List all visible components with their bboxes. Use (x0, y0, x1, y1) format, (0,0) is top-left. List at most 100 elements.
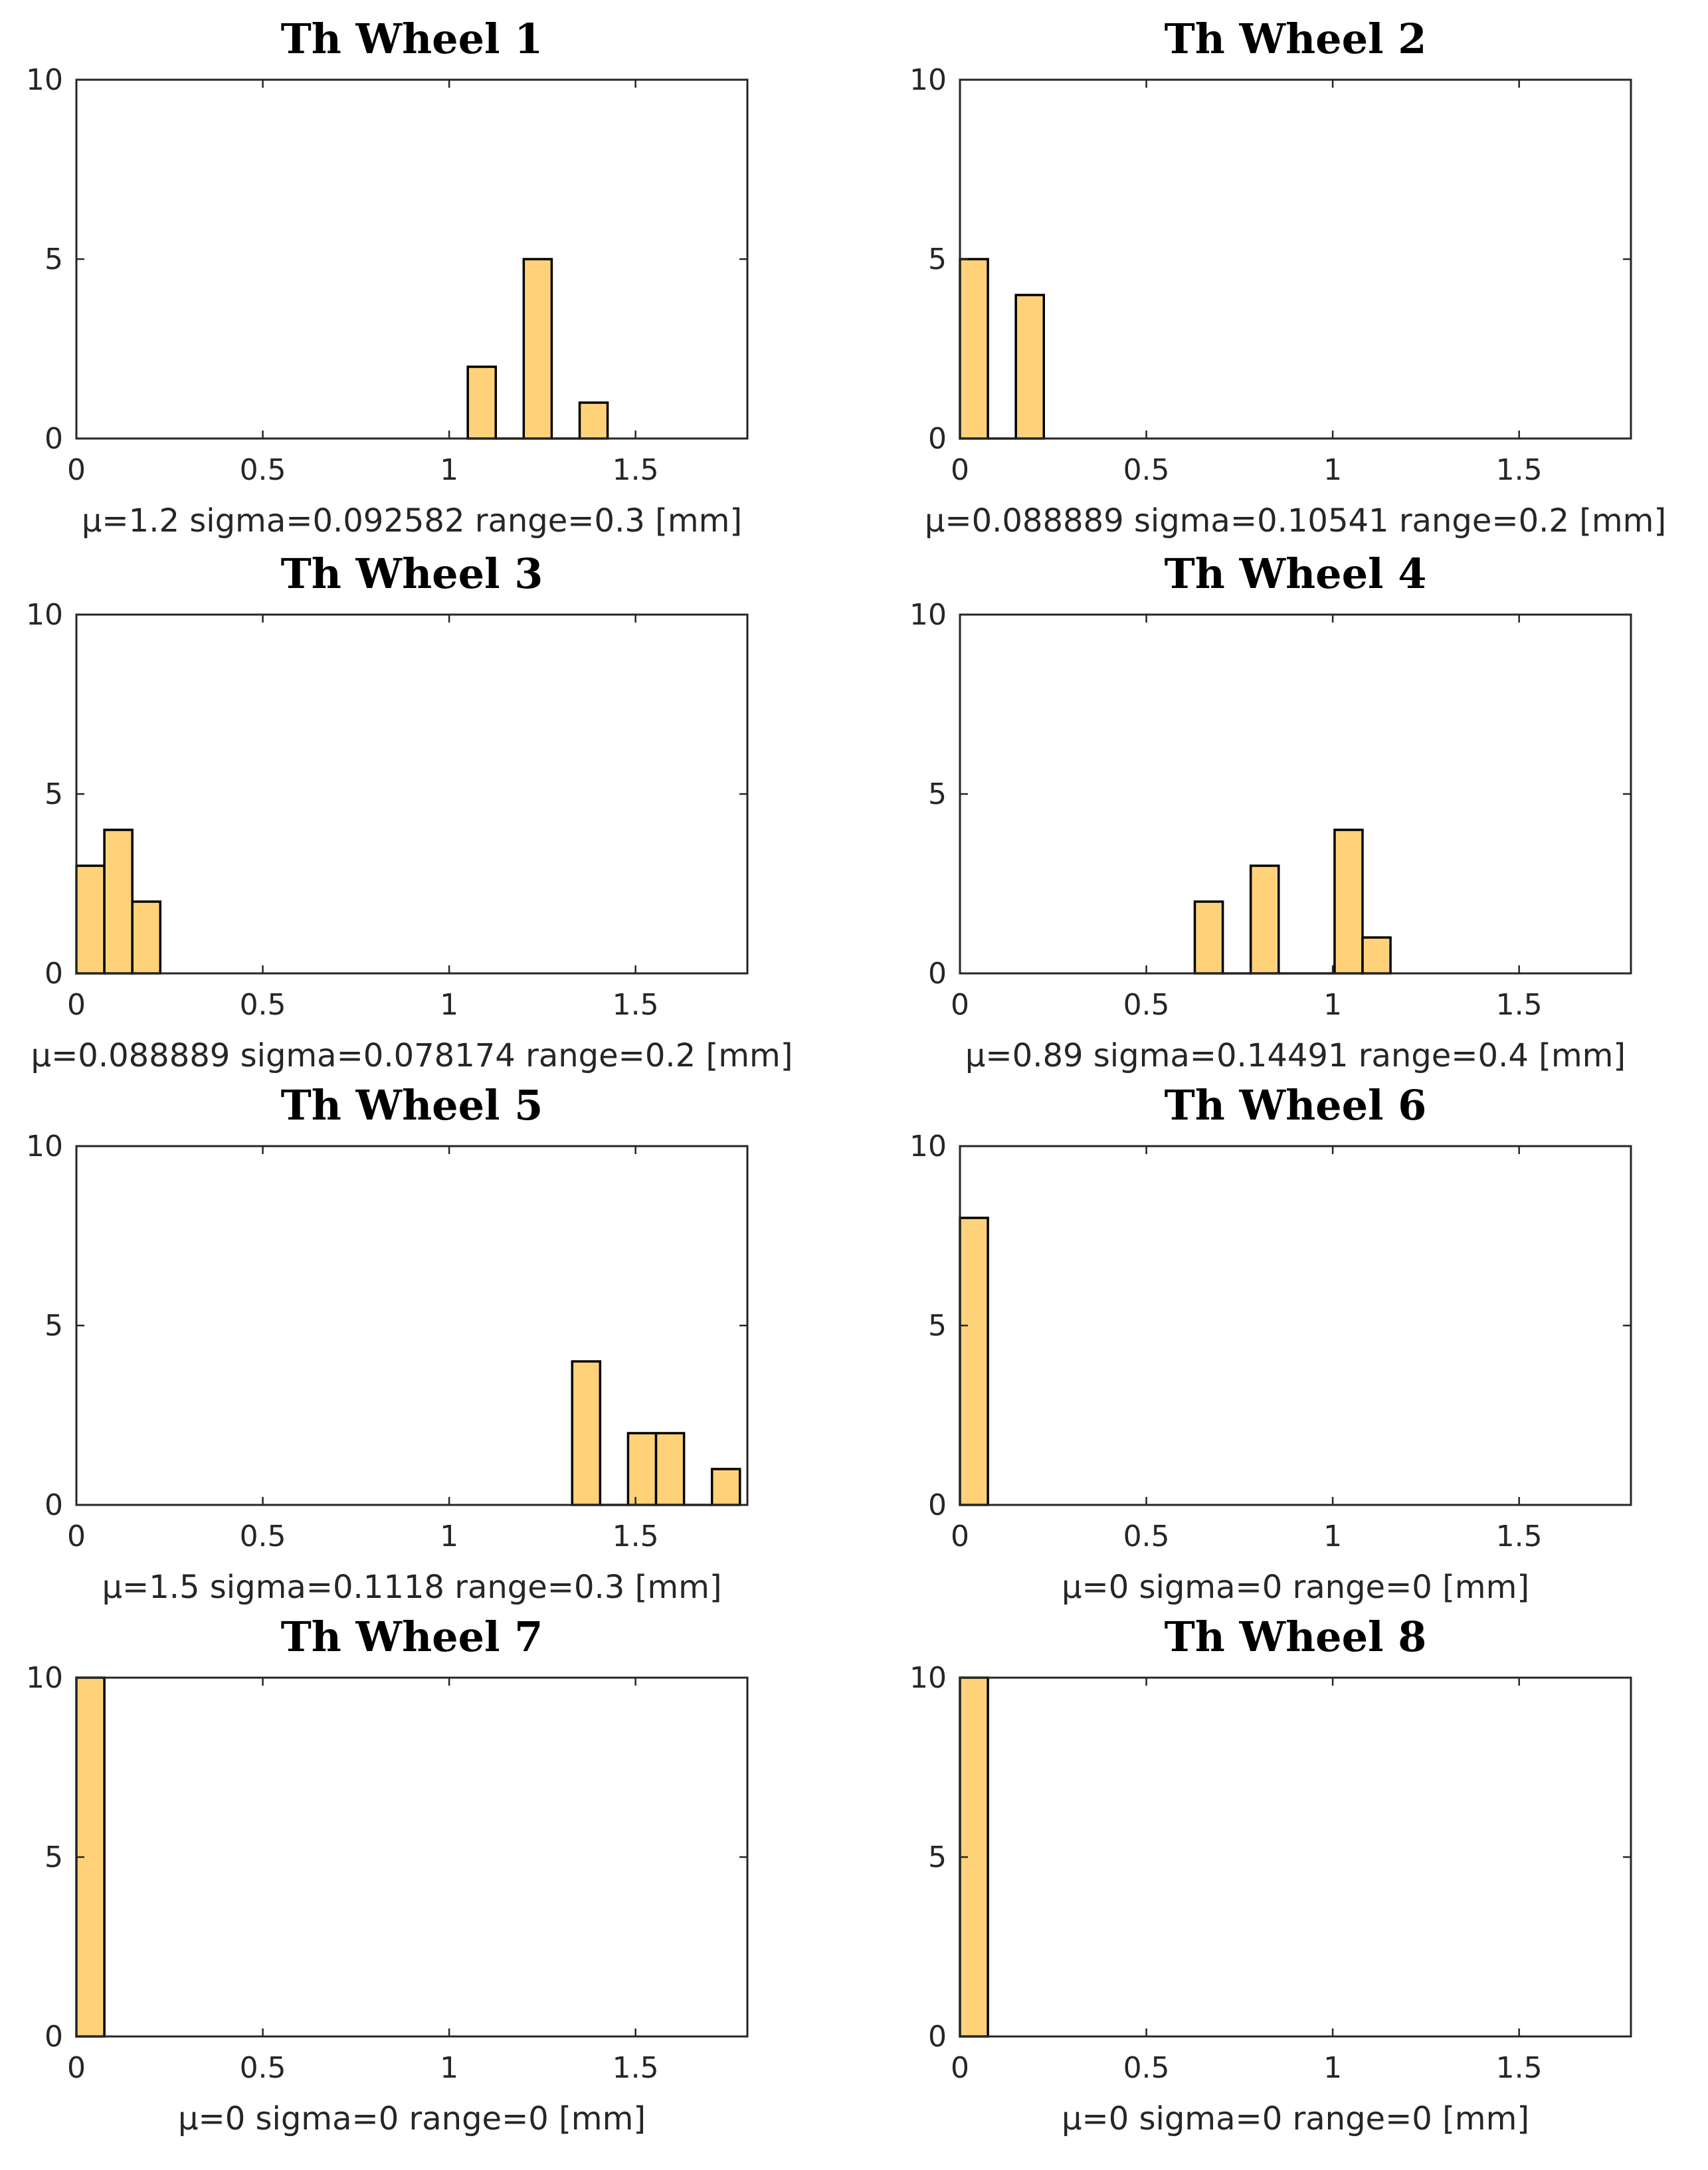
x-tick-label: 0.5 (1123, 1520, 1170, 1553)
histogram-bar (959, 1217, 989, 1506)
x-tick-label: 1.5 (1496, 988, 1543, 1022)
x-tick-label: 1.5 (613, 988, 659, 1022)
y-tick-label: 0 (45, 422, 63, 456)
x-tick-label: 1 (440, 1520, 458, 1553)
chart-title: Th Wheel 3 (281, 549, 543, 598)
histogram-bar (959, 258, 989, 440)
y-tick-label: 10 (909, 598, 947, 632)
histogram-svg: Th Wheel 4 0 0.5 1 1.5 0 5 10 μ=0.89 sigma=0.144… (909, 549, 1632, 1074)
y-tick-label: 0 (45, 957, 63, 991)
histogram-panel-6: Th Wheel 6 0 0.5 1 1.5 0 5 10 μ=0 sigma=0 range=… (884, 1066, 1708, 1606)
x-tick-label: 0 (67, 2051, 86, 2085)
histogram-bar (466, 365, 498, 440)
y-tick-label: 0 (928, 422, 947, 456)
histogram-svg: Th Wheel 7 0 0.5 1 1.5 0 5 10 μ=0 sigma=0 range=… (26, 1613, 749, 2137)
x-tick-label: 1.5 (613, 1520, 659, 1553)
x-tick-label: 1.5 (613, 453, 659, 487)
x-tick-label: 1 (1323, 988, 1342, 1022)
x-axis-label: μ=1.5 sigma=0.1118 range=0.3 [mm] (102, 1569, 721, 1606)
x-tick-label: 0 (67, 1520, 86, 1553)
x-axis-label: μ=0 sigma=0 range=0 [mm] (1062, 2100, 1529, 2137)
y-tick-label: 5 (928, 1309, 947, 1343)
y-tick-label: 5 (928, 1840, 947, 1874)
histogram-bar (710, 1468, 741, 1506)
y-tick-label: 5 (928, 777, 947, 811)
histogram-panel-4: Th Wheel 4 0 0.5 1 1.5 0 5 10 μ=0.89 sigma=0.144… (884, 535, 1708, 1074)
x-tick-label: 1.5 (1496, 2051, 1543, 2085)
histogram-bar (571, 1360, 602, 1506)
y-tick-label: 0 (928, 2020, 947, 2054)
plot-frame (959, 613, 1632, 975)
histogram-bar (654, 1432, 686, 1506)
histogram-svg: Th Wheel 3 0 0.5 1 1.5 0 5 10 μ=0.088889 sigma=0… (26, 549, 793, 1074)
histogram-bar (1333, 829, 1364, 975)
histogram-bar (522, 258, 553, 440)
y-tick-label: 5 (45, 1309, 63, 1343)
chart-title: Th Wheel 4 (1165, 549, 1427, 598)
histogram-svg: Th Wheel 1 0 0.5 1 1.5 0 5 10 μ=1.2 sigma=0.0925… (26, 15, 749, 540)
plot-frame (959, 1145, 1632, 1506)
x-tick-label: 0.5 (1123, 2051, 1170, 2085)
y-tick-label: 10 (26, 1661, 63, 1695)
y-tick-label: 0 (928, 1488, 947, 1522)
histogram-bar (1193, 900, 1224, 975)
x-tick-label: 0.5 (240, 453, 286, 487)
chart-title: Th Wheel 1 (281, 15, 543, 63)
x-tick-label: 0 (67, 453, 86, 487)
y-tick-label: 5 (45, 1840, 63, 1874)
chart-title: Th Wheel 7 (281, 1613, 543, 1661)
x-tick-label: 1.5 (1496, 1520, 1543, 1553)
x-axis-label: μ=1.2 sigma=0.092582 range=0.3 [mm] (82, 502, 742, 540)
plot-frame (75, 78, 749, 440)
y-tick-label: 0 (45, 1488, 63, 1522)
y-tick-label: 10 (909, 1661, 947, 1695)
x-tick-label: 0.5 (240, 988, 286, 1022)
histogram-bar (578, 401, 609, 440)
y-tick-label: 10 (26, 1130, 63, 1163)
histogram-bar (1361, 936, 1392, 975)
histogram-svg: Th Wheel 8 0 0.5 1 1.5 0 5 10 μ=0 sigma=0 range=… (909, 1613, 1632, 2137)
x-tick-label: 0 (67, 988, 86, 1022)
chart-title: Th Wheel 8 (1165, 1613, 1427, 1661)
x-tick-label: 1 (440, 2051, 458, 2085)
plot-frame (75, 613, 749, 975)
histogram-bar (131, 900, 162, 975)
x-axis-label: μ=0.088889 sigma=0.078174 range=0.2 [mm] (31, 1037, 793, 1074)
y-tick-label: 5 (45, 777, 63, 811)
histogram-bar (103, 829, 134, 975)
histogram-bar (1249, 864, 1280, 975)
y-tick-label: 5 (45, 243, 63, 276)
plot-frame (959, 78, 1632, 440)
x-tick-label: 1 (440, 988, 458, 1022)
histogram-bar (75, 864, 106, 975)
x-tick-label: 1 (1323, 1520, 1342, 1553)
plot-frame (959, 1676, 1632, 2038)
histogram-panel-5: Th Wheel 5 0 0.5 1 1.5 0 5 10 μ=1.5 sigma=0.1118… (0, 1066, 854, 1606)
plot-frame (75, 1676, 749, 2038)
y-tick-label: 10 (26, 598, 63, 632)
x-tick-label: 0 (951, 453, 969, 487)
histogram-bar (626, 1432, 658, 1506)
x-tick-label: 0.5 (240, 1520, 286, 1553)
x-tick-label: 1.5 (613, 2051, 659, 2085)
x-axis-label: μ=0 sigma=0 range=0 [mm] (1062, 1569, 1529, 1606)
x-tick-label: 1 (1323, 453, 1342, 487)
histogram-bar (1014, 294, 1046, 440)
x-tick-label: 1.5 (1496, 453, 1543, 487)
chart-title: Th Wheel 2 (1165, 15, 1427, 63)
x-tick-label: 0 (951, 988, 969, 1022)
x-axis-label: μ=0.088889 sigma=0.10541 range=0.2 [mm] (925, 502, 1666, 540)
chart-title: Th Wheel 5 (281, 1081, 543, 1130)
histogram-svg: Th Wheel 2 0 0.5 1 1.5 0 5 10 μ=0.088889 sigma=0… (909, 15, 1666, 540)
x-tick-label: 0 (951, 1520, 969, 1553)
histogram-panel-2: Th Wheel 2 0 0.5 1 1.5 0 5 10 μ=0.088889 sigma=0… (884, 0, 1708, 540)
y-tick-label: 10 (909, 1130, 947, 1163)
histogram-panel-8: Th Wheel 8 0 0.5 1 1.5 0 5 10 μ=0 sigma=0 range=… (884, 1598, 1708, 2137)
x-tick-label: 1 (440, 453, 458, 487)
histogram-panel-3: Th Wheel 3 0 0.5 1 1.5 0 5 10 μ=0.088889 sigma=0… (0, 535, 854, 1074)
x-axis-label: μ=0 sigma=0 range=0 [mm] (178, 2100, 646, 2137)
histogram-panel-1: Th Wheel 1 0 0.5 1 1.5 0 5 10 μ=1.2 sigma=0.0925… (0, 0, 854, 540)
histogram-svg: Th Wheel 5 0 0.5 1 1.5 0 5 10 μ=1.5 sigma=0.1118… (26, 1081, 749, 1606)
y-tick-label: 10 (26, 63, 63, 97)
